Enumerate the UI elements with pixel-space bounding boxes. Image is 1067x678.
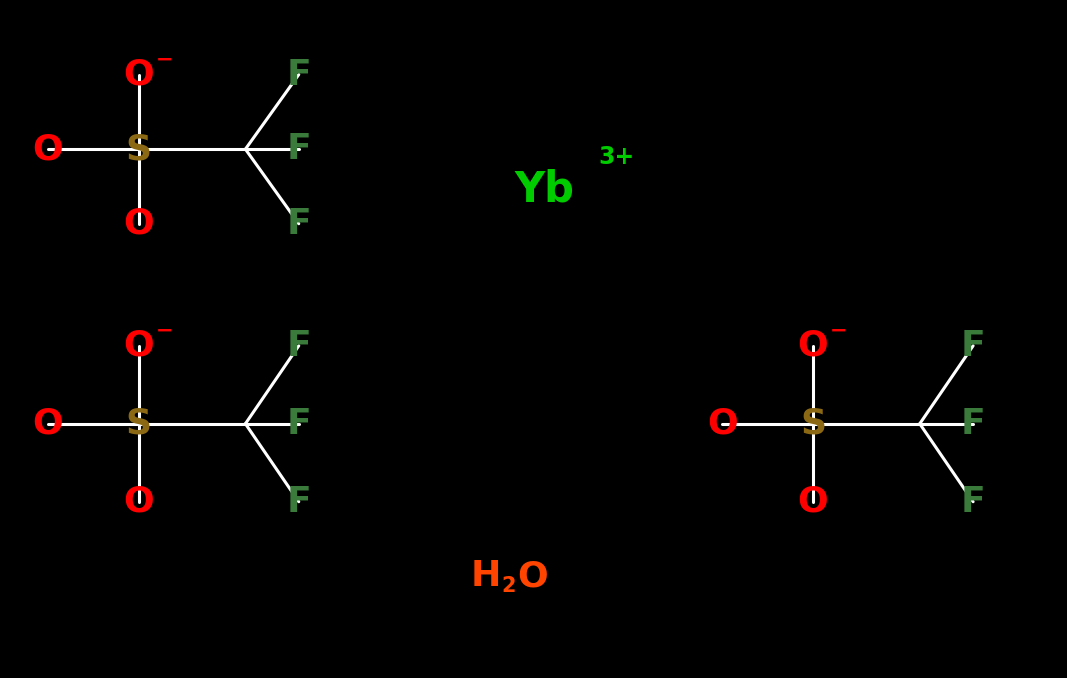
Text: O: O: [124, 207, 154, 241]
Text: O: O: [798, 329, 828, 363]
Text: O: O: [517, 559, 547, 593]
Text: F: F: [960, 329, 986, 363]
Text: 3+: 3+: [599, 145, 635, 170]
Text: O: O: [124, 485, 154, 519]
Text: O: O: [124, 58, 154, 92]
Text: S: S: [126, 132, 152, 166]
Text: −: −: [156, 321, 173, 341]
Text: F: F: [286, 132, 312, 166]
Text: O: O: [33, 407, 63, 441]
Text: 2: 2: [501, 576, 516, 596]
Text: F: F: [960, 485, 986, 519]
Text: F: F: [286, 407, 312, 441]
Text: F: F: [286, 207, 312, 241]
Text: −: −: [830, 321, 847, 341]
Text: F: F: [960, 407, 986, 441]
Text: Yb: Yb: [514, 169, 574, 211]
Text: S: S: [126, 407, 152, 441]
Text: S: S: [800, 407, 826, 441]
Text: −: −: [156, 49, 173, 70]
Text: F: F: [286, 329, 312, 363]
Text: O: O: [707, 407, 737, 441]
Text: O: O: [798, 485, 828, 519]
Text: O: O: [33, 132, 63, 166]
Text: O: O: [124, 329, 154, 363]
Text: F: F: [286, 58, 312, 92]
Text: H: H: [471, 559, 500, 593]
Text: F: F: [286, 485, 312, 519]
